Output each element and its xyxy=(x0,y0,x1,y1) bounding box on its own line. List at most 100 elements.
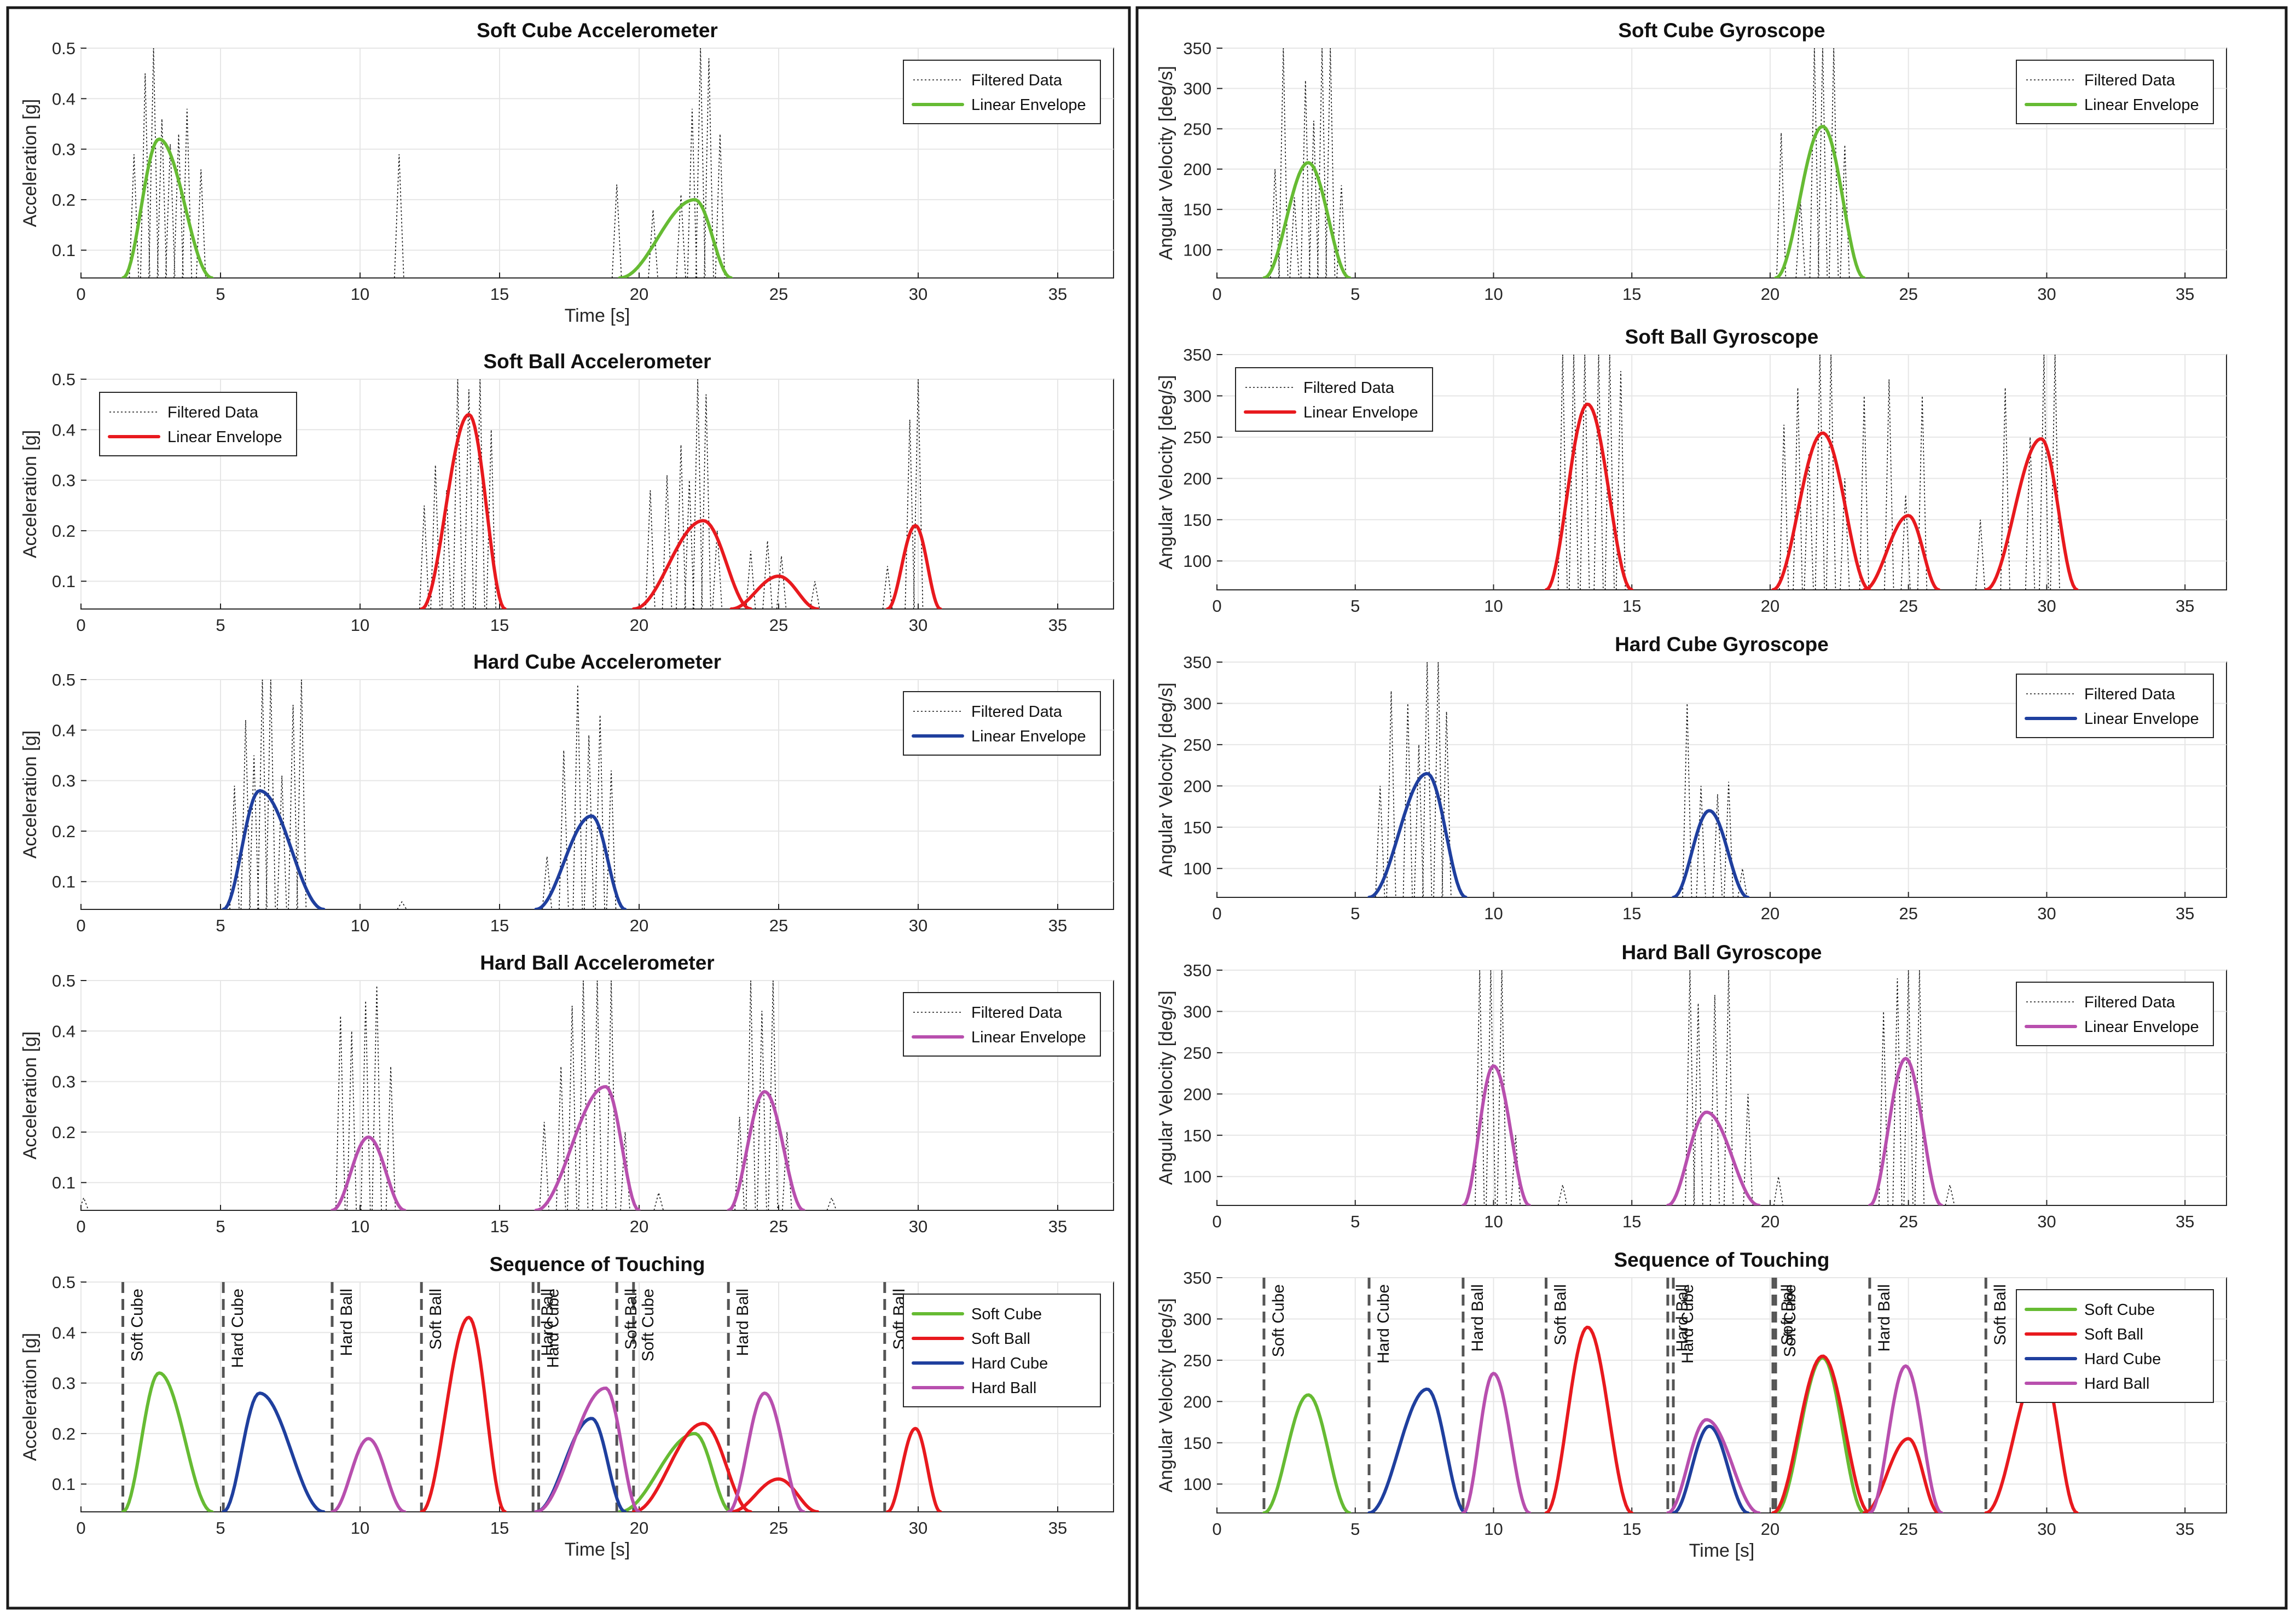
filtered-data-spike xyxy=(486,430,496,609)
envelope-line xyxy=(1367,772,1468,897)
y-tick-label: 300 xyxy=(1183,1002,1211,1021)
plot-content xyxy=(1461,970,1955,1205)
x-tick-label: 5 xyxy=(216,1217,225,1236)
filtered-data-spike xyxy=(1270,169,1280,278)
y-tick-label: 0.1 xyxy=(52,241,76,260)
y-tick-label: 150 xyxy=(1183,200,1211,219)
x-tick-label: 30 xyxy=(909,616,927,635)
filtered-data-spike xyxy=(1817,48,1828,278)
filtered-data-spike xyxy=(1693,1003,1703,1205)
chart-title: Hard Cube Gyroscope xyxy=(1615,633,1829,656)
filtered-data-spike xyxy=(578,981,589,1210)
y-tick-label: 100 xyxy=(1183,1475,1211,1494)
filtered-data-spike xyxy=(1709,995,1720,1205)
envelope-line xyxy=(1367,1387,1468,1513)
legend-label: Filtered Data xyxy=(2084,994,2176,1011)
y-tick-label: 250 xyxy=(1183,1043,1211,1063)
x-tick-label: 15 xyxy=(1622,1520,1641,1539)
x-tick-label: 25 xyxy=(1899,596,1917,616)
x-tick-label: 35 xyxy=(2176,1212,2194,1231)
filtered-data-spike xyxy=(257,680,268,909)
envelope-line xyxy=(1774,125,1866,278)
filtered-data-spike xyxy=(475,379,485,609)
x-tick-label: 10 xyxy=(351,916,369,935)
x-tick-label: 10 xyxy=(1484,596,1503,616)
filtered-data-spike xyxy=(165,144,176,278)
filtered-data-spike xyxy=(1568,355,1579,590)
x-tick-label: 35 xyxy=(2176,1520,2194,1539)
x-tick-label: 35 xyxy=(1048,916,1067,935)
x-tick-label: 20 xyxy=(630,1518,648,1538)
x-tick-label: 15 xyxy=(1622,596,1641,616)
y-tick-label: 350 xyxy=(1183,39,1211,58)
filtered-data-spike xyxy=(182,108,193,278)
filtered-data-spike xyxy=(1615,371,1626,590)
legend-label: Filtered Data xyxy=(971,703,1063,721)
event-label: Hard Ball xyxy=(1469,1284,1487,1352)
x-tick-label: 20 xyxy=(630,616,648,635)
filtered-data-spike xyxy=(1289,197,1300,278)
legend-box xyxy=(903,992,1101,1057)
filtered-data-spike xyxy=(1375,786,1385,897)
legend-box xyxy=(903,691,1101,756)
x-axis-label: Time [s] xyxy=(565,305,630,326)
x-tick-label: 20 xyxy=(630,916,648,935)
x-tick-label: 15 xyxy=(490,616,509,635)
y-tick-label: 0.3 xyxy=(52,1072,76,1092)
filtered-data-spike xyxy=(1497,970,1507,1205)
filtered-data-spike xyxy=(1903,970,1914,1205)
legend-label: Filtered Data xyxy=(1303,379,1395,397)
legend: Filtered Data Linear Envelope xyxy=(2016,674,2214,738)
filtered-data-spike xyxy=(1475,970,1485,1205)
x-tick-label: 35 xyxy=(1048,616,1067,635)
envelope-line xyxy=(885,1426,942,1512)
filtered-data-spike xyxy=(1308,120,1319,278)
x-tick-label: 15 xyxy=(1622,1212,1641,1231)
subplot-1: 0 5 10 15 20 25 30 35 0.1 0.2 0.3 0.4 0.5 Soft Cube A… xyxy=(20,19,1114,326)
y-tick-label: 0.1 xyxy=(52,1475,76,1494)
x-tick-label: 25 xyxy=(1899,1520,1917,1539)
y-tick-label: 0.4 xyxy=(52,1022,76,1041)
envelope-line xyxy=(534,814,627,909)
x-tick-label: 15 xyxy=(490,1518,509,1538)
chart-title: Soft Cube Gyroscope xyxy=(1618,19,1825,42)
x-tick-label: 5 xyxy=(216,1518,225,1538)
envelope-line xyxy=(420,1315,507,1512)
filtered-data-spike xyxy=(687,108,698,278)
filtered-data-spike xyxy=(441,490,452,609)
filtered-data-spike xyxy=(712,530,723,609)
legend: Filtered Data Linear Envelope xyxy=(2016,60,2214,124)
event-label: Soft Cube xyxy=(639,1289,657,1361)
filtered-data-spike xyxy=(567,1006,577,1210)
filtered-data-spike xyxy=(1743,1094,1753,1205)
filtered-data-spike xyxy=(1593,355,1604,590)
filtered-data-spike xyxy=(676,444,686,609)
filtered-data-spike xyxy=(1793,387,1803,590)
envelope-line xyxy=(727,1090,805,1210)
filtered-data-spike xyxy=(1557,1185,1568,1205)
x-tick-label: 25 xyxy=(1899,1212,1917,1231)
filtered-data-spike xyxy=(701,394,711,609)
envelope-line xyxy=(121,137,214,278)
filtered-data-spike xyxy=(2000,387,2010,590)
x-tick-label: 15 xyxy=(490,916,509,935)
legend-label: Hard Cube xyxy=(971,1355,1048,1372)
envelope-line xyxy=(631,519,752,609)
legend-box xyxy=(2016,982,2214,1046)
y-tick-label: 150 xyxy=(1183,511,1211,530)
y-tick-label: 0.4 xyxy=(52,420,76,439)
subplot-7: 0 5 10 15 20 25 30 35 100 150 200 250 300 350 Soft Bal… xyxy=(1156,326,2227,616)
x-tick-label: 0 xyxy=(1212,596,1221,616)
filtered-data-spike xyxy=(1278,48,1289,278)
filtered-data-spike xyxy=(1486,970,1496,1205)
filtered-data-spike xyxy=(419,505,430,609)
y-tick-label: 0.2 xyxy=(52,822,76,841)
y-tick-label: 100 xyxy=(1183,240,1211,259)
envelope-line xyxy=(729,575,820,609)
plot-content xyxy=(1262,48,1866,278)
y-tick-label: 350 xyxy=(1183,345,1211,364)
x-tick-label: 30 xyxy=(909,1217,927,1236)
y-tick-label: 150 xyxy=(1183,818,1211,837)
filtered-data-spike xyxy=(1814,355,1825,590)
legend-label: Filtered Data xyxy=(167,404,259,421)
